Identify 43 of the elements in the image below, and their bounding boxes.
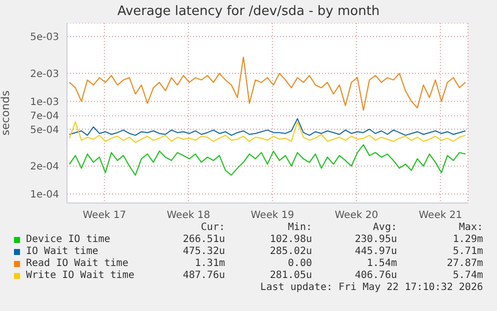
y-tick-label: 5e-03 bbox=[30, 32, 59, 44]
text: 230.95u bbox=[354, 234, 397, 245]
text: Max: bbox=[458, 222, 483, 233]
y-tick-label: 5e-04 bbox=[30, 124, 59, 136]
x-tick-label: Week 21 bbox=[418, 210, 462, 222]
y-tick-label: 7e-04 bbox=[30, 111, 59, 122]
x-tick-label: Week 20 bbox=[334, 210, 378, 222]
text: 1.29m bbox=[452, 234, 483, 245]
text: 5.71m bbox=[452, 246, 483, 257]
text: 406.76u bbox=[354, 270, 397, 281]
y-tick-label: 1e-04 bbox=[30, 190, 59, 201]
text: Cur: bbox=[200, 222, 225, 233]
line-series bbox=[68, 56, 466, 111]
legend-label: Device IO time bbox=[26, 234, 110, 245]
text: Min: bbox=[288, 222, 312, 233]
text: 1.31m bbox=[194, 258, 225, 269]
text: 102.98u bbox=[270, 234, 312, 245]
text: 266.51u bbox=[182, 234, 225, 245]
y-tick-label: 2e-04 bbox=[30, 162, 59, 173]
text: 5.74m bbox=[452, 270, 483, 281]
line-series bbox=[68, 118, 466, 136]
x-tick-label: Week 19 bbox=[250, 210, 294, 222]
x-tick-label: Week 18 bbox=[166, 210, 210, 222]
text: 285.02u bbox=[270, 246, 312, 257]
y-tick-label: 2e-03 bbox=[30, 68, 59, 80]
text: 27.87m bbox=[446, 258, 483, 269]
legend-label: IO Wait time bbox=[26, 246, 98, 257]
text: 0.00 bbox=[288, 258, 312, 269]
text: 445.97u bbox=[354, 246, 397, 257]
legend-label: Read IO Wait time bbox=[26, 258, 128, 269]
text: 1.54m bbox=[366, 258, 397, 269]
line-series bbox=[68, 144, 466, 176]
chart-title: Average latency for /dev/sda - by month bbox=[116, 4, 381, 19]
line-series bbox=[68, 121, 466, 143]
y-axis-title: seconds bbox=[0, 90, 12, 136]
text: Avg: bbox=[372, 222, 397, 233]
y-tick-label: 1e-03 bbox=[30, 96, 59, 108]
x-tick-label: Week 17 bbox=[82, 210, 126, 222]
text: Last update: Fri May 22 17:10:32 2026 bbox=[260, 282, 483, 293]
legend-label: Write IO Wait time bbox=[26, 270, 134, 281]
text: 475.32u bbox=[182, 246, 225, 257]
text: 487.76u bbox=[182, 270, 225, 281]
text: 281.05u bbox=[270, 270, 312, 281]
